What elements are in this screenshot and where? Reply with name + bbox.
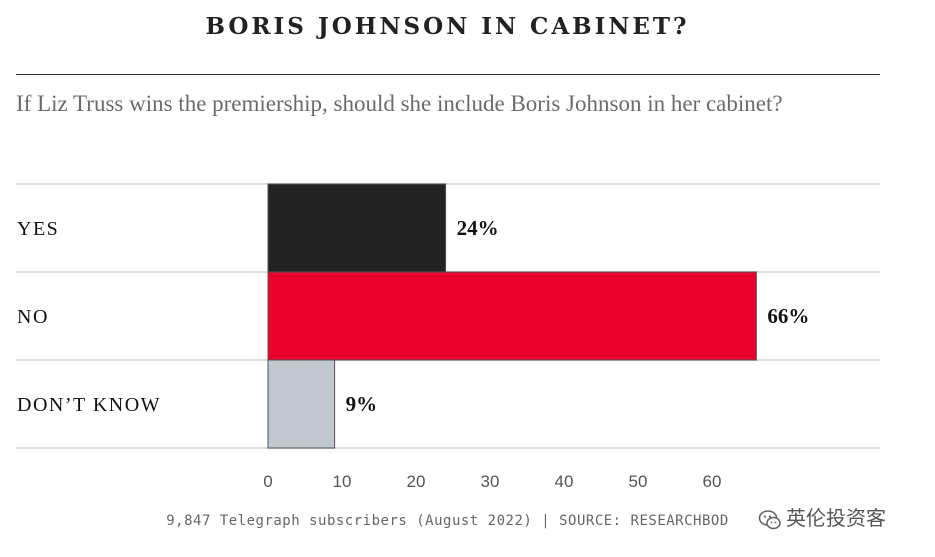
value-label: 66% [767,304,809,328]
category-label: YES [17,218,59,240]
category-label: NO [17,306,49,328]
x-tick-label: 50 [629,472,648,491]
bar-no [267,271,757,361]
x-tick-label: 10 [333,472,352,491]
chart-subtitle: If Liz Truss wins the premiership, shoul… [16,91,783,116]
x-tick-label: 20 [407,472,426,491]
bar-don-t-know [267,359,336,449]
watermark: 英伦投资客 [758,502,886,532]
x-tick-label: 40 [555,472,574,491]
value-label: 24% [457,216,499,240]
chart-title: BORIS JOHNSON IN CABINET? [205,13,690,40]
bar-yes [267,183,447,273]
title-divider [16,74,880,75]
value-label: 9% [346,392,378,416]
x-tick-label: 30 [481,472,500,491]
category-label: DON’T KNOW [17,394,161,416]
wechat-icon [758,509,781,529]
watermark-text: 英伦投资客 [786,506,886,530]
source-note: 9,847 Telegraph subscribers (August 2022… [166,513,729,529]
x-tick-label: 0 [263,472,272,491]
x-tick-label: 60 [703,472,722,491]
